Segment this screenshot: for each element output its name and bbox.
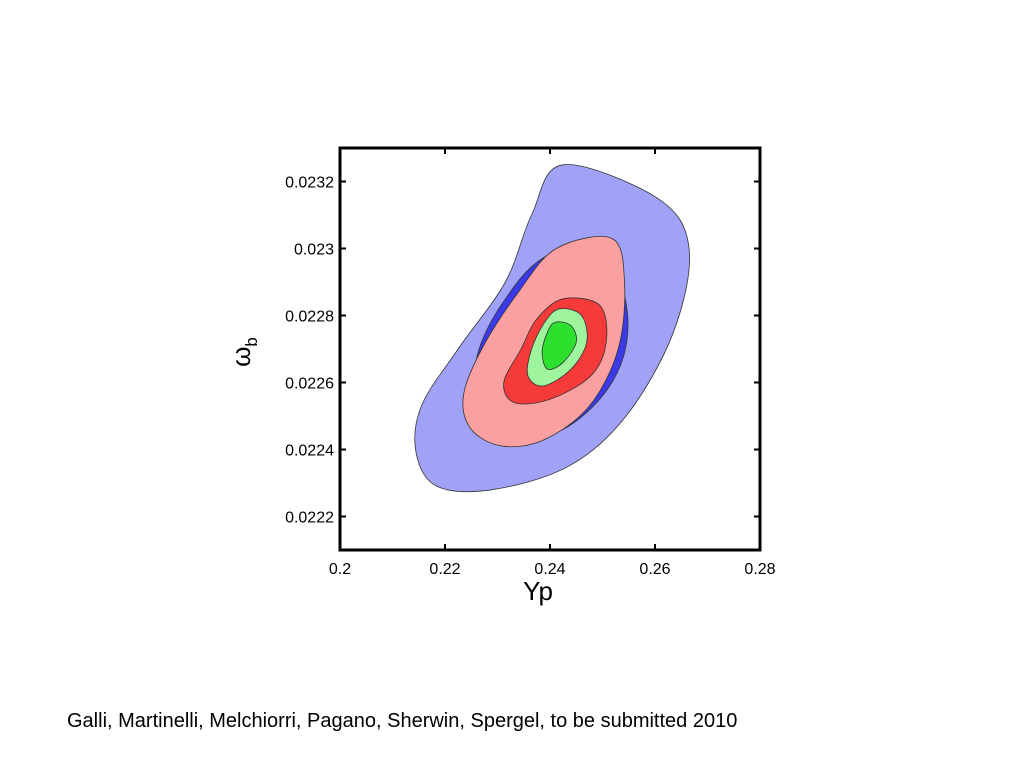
x-tick-label: 0.22 [429,561,460,578]
y-tick-label: 0.0228 [285,309,334,326]
y-axis-label-main: ω [226,347,256,367]
citation-caption: Galli, Martinelli, Melchiorri, Pagano, S… [67,710,738,732]
y-tick-label: 0.0222 [285,510,334,527]
y-axis-label-subscript: b [242,337,261,346]
y-tick-label: 0.0226 [285,376,334,393]
y-tick-label: 0.0224 [285,443,334,460]
x-tick-label: 0.2 [329,561,351,578]
x-tick-label: 0.26 [639,561,670,578]
y-tick-label: 0.0232 [285,175,334,192]
y-tick-label: 0.023 [294,242,334,259]
y-axis-label: ωb [226,337,261,367]
x-tick-label: 0.24 [534,561,565,578]
x-axis-label: Yp [523,576,553,606]
contour-green-68 [541,321,577,370]
x-tick-label: 0.28 [744,561,775,578]
